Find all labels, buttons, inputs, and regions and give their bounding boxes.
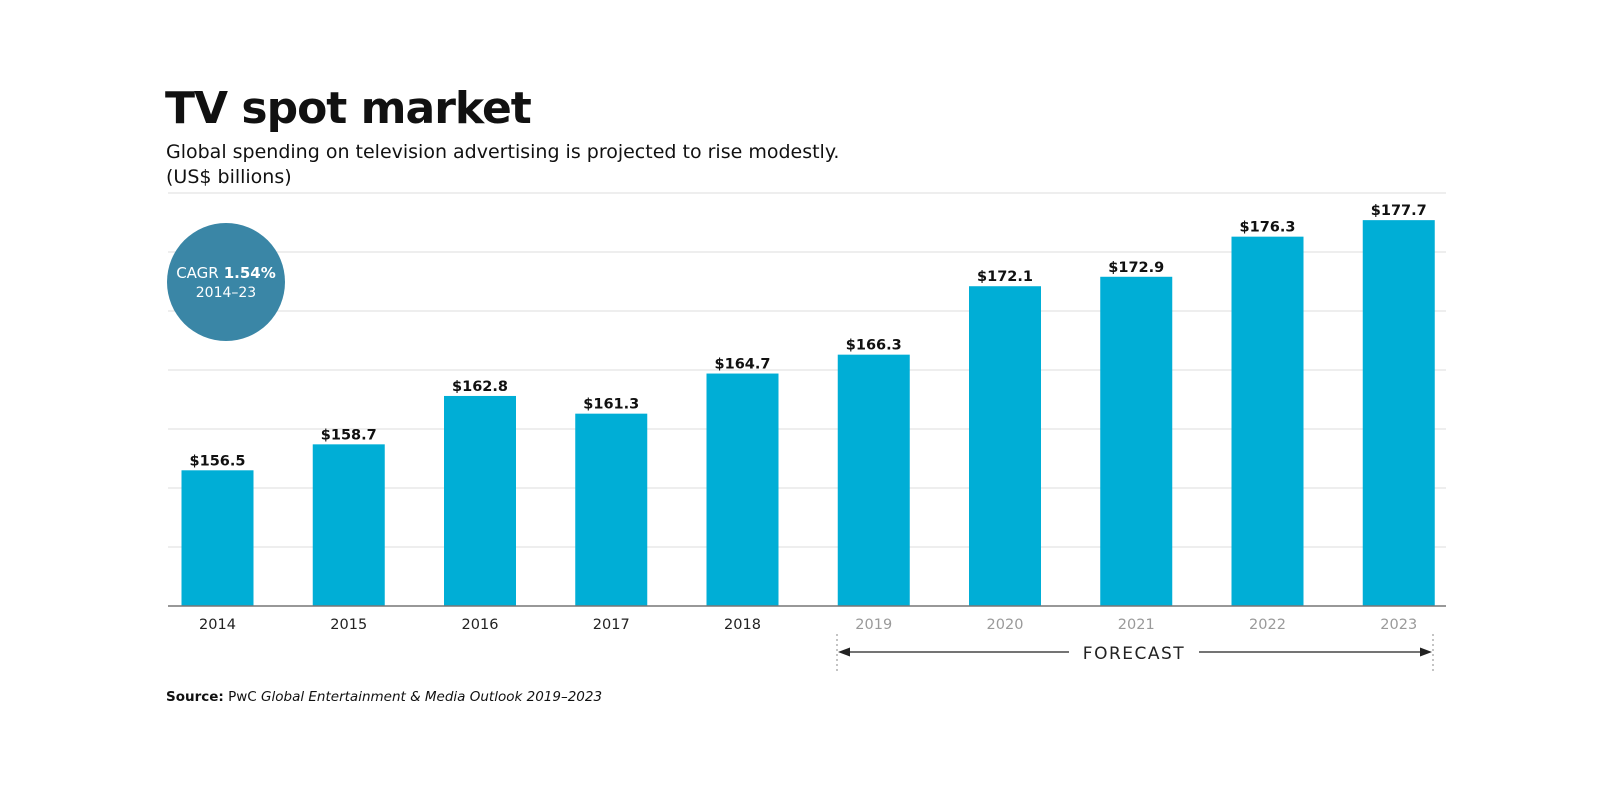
data-label-2019: $166.3 — [846, 338, 902, 354]
cagr-value: 1.54% — [224, 264, 276, 282]
x-tick-2020: 2020 — [987, 617, 1024, 633]
x-tick-labels: 2014 2015 2016 2017 2018 2019 2020 2021 2022 2023 — [199, 617, 1417, 633]
bar-2022 — [1231, 236, 1304, 606]
cagr-circle — [167, 223, 285, 341]
bar-2014 — [181, 470, 254, 606]
x-tick-2018: 2018 — [724, 617, 761, 633]
bar-2016 — [444, 395, 516, 606]
bar-2020 — [969, 286, 1041, 606]
x-tick-2015: 2015 — [330, 617, 367, 633]
source-label: Source: — [166, 689, 224, 705]
bar-2023 — [1362, 220, 1435, 606]
cagr-period: 2014–23 — [196, 285, 256, 301]
arrow-right-icon — [1420, 647, 1432, 657]
forecast-indicator: FORECAST — [836, 634, 1434, 671]
source-org: PwC — [228, 689, 257, 705]
cagr-prefix: CAGR — [176, 264, 219, 282]
data-label-2017: $161.3 — [583, 397, 639, 413]
cagr-badge: CAGR 1.54% 2014–23 — [167, 223, 285, 341]
x-tick-2016: 2016 — [462, 617, 499, 633]
data-labels: $156.5 $158.7 $162.8 $161.3 $164.7 $166.3 $172… — [190, 203, 1427, 469]
bar-2019 — [837, 354, 910, 606]
chart-title: TV spot market — [165, 83, 532, 134]
units-label: (US$ billions) — [166, 166, 292, 188]
cagr-text: CAGR 1.54% — [176, 264, 276, 282]
x-tick-2019: 2019 — [855, 617, 892, 633]
data-label-2023: $177.7 — [1371, 203, 1427, 219]
x-tick-2021: 2021 — [1118, 617, 1155, 633]
chart-subtitle: Global spending on television advertisin… — [166, 141, 840, 163]
x-tick-2023: 2023 — [1380, 617, 1417, 633]
bar-2017 — [575, 413, 648, 606]
data-label-2015: $158.7 — [321, 427, 377, 443]
data-label-2022: $176.3 — [1240, 220, 1296, 236]
x-tick-2014: 2014 — [199, 617, 236, 633]
source-note: Source: PwC Global Entertainment & Media… — [166, 689, 602, 705]
data-label-2020: $172.1 — [977, 269, 1033, 285]
x-tick-2017: 2017 — [593, 617, 630, 633]
chart-subtitle-block: Global spending on television advertisin… — [166, 140, 839, 190]
bar-2015 — [312, 444, 385, 606]
source-publication: Global Entertainment & Media Outlook 201… — [261, 689, 603, 705]
x-tick-2022: 2022 — [1249, 617, 1286, 633]
arrow-left-icon — [838, 647, 850, 657]
bars — [181, 220, 1435, 606]
forecast-label: FORECAST — [1083, 644, 1185, 664]
data-label-2018: $164.7 — [715, 357, 771, 373]
bar-2021 — [1100, 276, 1173, 606]
data-label-2016: $162.8 — [452, 379, 508, 395]
data-label-2014: $156.5 — [190, 453, 246, 469]
data-label-2021: $172.9 — [1108, 260, 1164, 276]
bar-2018 — [706, 373, 779, 606]
